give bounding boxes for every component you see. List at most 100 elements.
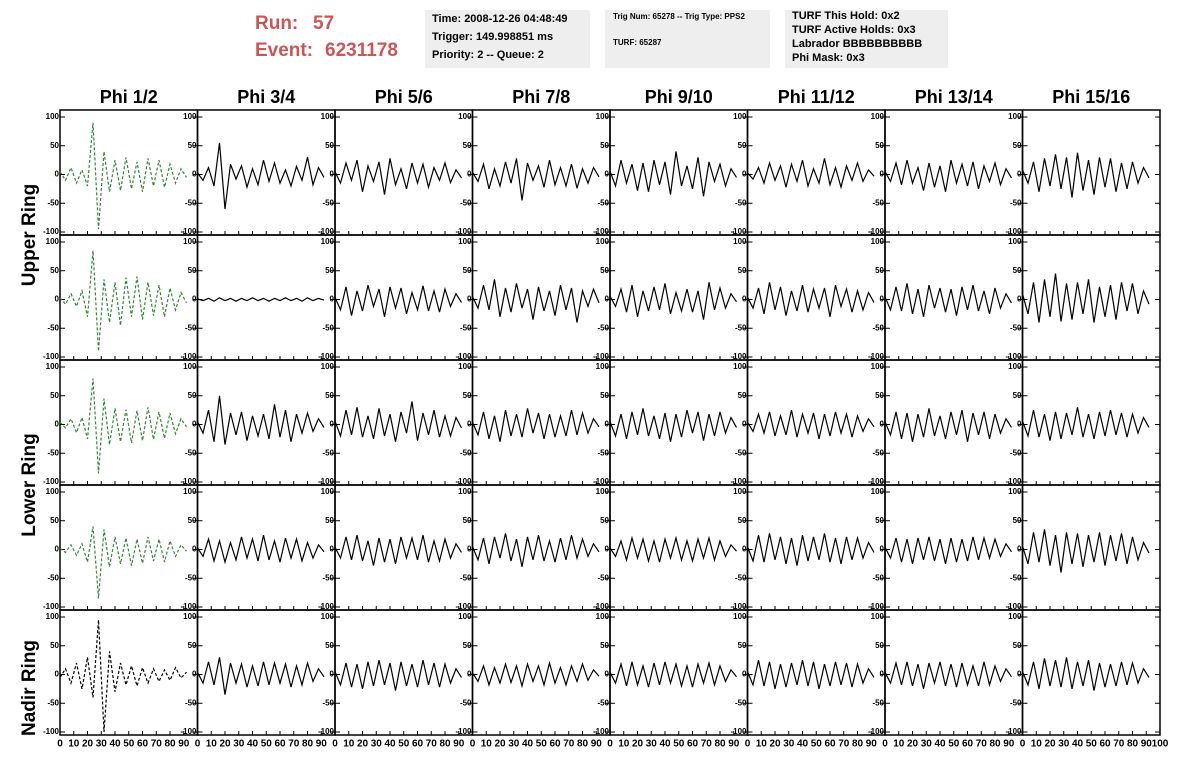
y-tick-label: -100: [1005, 477, 1022, 486]
waveform: [471, 533, 600, 567]
x-tick-label: 70: [288, 739, 300, 750]
waveform: [747, 158, 875, 190]
x-tick-label: 90: [316, 739, 328, 750]
panel-frame: [334, 109, 474, 236]
y-tick-label: -50: [1010, 448, 1022, 457]
y-tick-label: 50: [738, 391, 747, 400]
panel-frame: [196, 234, 336, 361]
x-tick-label: 70: [563, 739, 575, 750]
y-tick-label: 100: [183, 487, 197, 496]
y-tick-label: 100: [458, 237, 472, 246]
y-tick-label: 100: [733, 237, 747, 246]
x-tick-label: 50: [123, 739, 135, 750]
y-tick-label: 0: [55, 170, 60, 179]
y-tick-label: 100: [183, 112, 197, 121]
y-tick-label: -100: [318, 352, 335, 361]
y-tick-label: 0: [880, 295, 885, 304]
y-tick-label: 100: [458, 612, 472, 621]
y-tick-label: 100: [596, 112, 610, 121]
y-tick-label: 100: [733, 612, 747, 621]
x-tick-label: 50: [948, 739, 960, 750]
x-tick-label: 40: [659, 739, 671, 750]
waveform: [59, 378, 187, 474]
y-tick-label: 0: [192, 170, 197, 179]
waveform: [59, 526, 187, 599]
y-tick-label: -50: [47, 698, 59, 707]
y-tick-label: -50: [872, 573, 884, 582]
y-tick-label: -100: [455, 602, 472, 611]
y-tick-label: 50: [188, 266, 197, 275]
info-text: TURF: 65287: [613, 38, 662, 47]
x-tick-label: 90: [728, 739, 740, 750]
y-tick-label: -100: [180, 602, 197, 611]
x-tick-label: 30: [508, 739, 520, 750]
y-tick-label: -100: [455, 227, 472, 236]
y-tick-label: 0: [1017, 420, 1022, 429]
x-tick-label: 20: [769, 739, 781, 750]
y-tick-label: -100: [1005, 352, 1022, 361]
x-tick-label: 10: [756, 739, 768, 750]
y-tick-label: 0: [467, 545, 472, 554]
x-tick-label: 10: [1031, 739, 1043, 750]
x-tick-label: 90: [1141, 739, 1153, 750]
panel-frame: [746, 109, 886, 236]
y-tick-label: -100: [593, 352, 610, 361]
y-tick-label: -50: [597, 448, 609, 457]
y-tick-label: -100: [593, 477, 610, 486]
y-tick-label: 0: [605, 170, 610, 179]
y-tick-label: 0: [467, 670, 472, 679]
y-tick-label: 100: [46, 612, 60, 621]
x-tick-label: 60: [549, 739, 561, 750]
panel-frame: [1021, 109, 1161, 236]
y-tick-label: 0: [55, 545, 60, 554]
y-tick-label: 100: [321, 112, 335, 121]
y-tick-label: 0: [1017, 545, 1022, 554]
waveform: [197, 142, 325, 210]
x-tick-label: 90: [866, 739, 878, 750]
y-tick-label: 50: [875, 391, 884, 400]
y-tick-label: -50: [597, 323, 609, 332]
y-tick-label: 50: [463, 266, 472, 275]
waveform: [196, 657, 325, 695]
y-tick-label: 0: [330, 670, 335, 679]
y-tick-label: 0: [605, 545, 610, 554]
x-tick-label: 40: [522, 739, 534, 750]
y-tick-label: 50: [463, 641, 472, 650]
y-tick-label: -50: [322, 573, 334, 582]
x-tick-label: 40: [384, 739, 396, 750]
y-tick-label: -50: [872, 698, 884, 707]
waveform: [746, 282, 875, 317]
y-tick-label: -50: [185, 198, 197, 207]
x-tick-label: 20: [494, 739, 506, 750]
y-tick-label: -100: [593, 227, 610, 236]
x-tick-label: 20: [219, 739, 231, 750]
y-tick-label: 50: [1013, 266, 1022, 275]
y-tick-label: -50: [322, 198, 334, 207]
y-tick-label: -50: [597, 573, 609, 582]
y-tick-label: 100: [183, 237, 197, 246]
y-tick-label: 0: [55, 295, 60, 304]
y-tick-label: 0: [192, 295, 197, 304]
x-tick-label: 80: [1127, 739, 1139, 750]
row-label: Lower Ring: [19, 433, 40, 536]
waveform: [334, 158, 462, 195]
info-text: Time: 2008-12-26 04:48:49: [432, 13, 568, 25]
x-tick-label: 30: [233, 739, 245, 750]
waveform: [609, 408, 738, 442]
waveform: [334, 659, 463, 691]
y-tick-label: 100: [871, 112, 885, 121]
y-tick-label: -100: [180, 227, 197, 236]
y-tick-label: 0: [55, 420, 60, 429]
y-tick-label: 50: [738, 641, 747, 650]
panel-frame: [196, 359, 336, 486]
run-label: Run:: [255, 13, 298, 34]
column-header: Phi 1/2: [100, 87, 158, 107]
x-tick-label: 80: [164, 739, 176, 750]
y-tick-label: 100: [1008, 487, 1022, 496]
x-tick-label: 20: [357, 739, 369, 750]
y-tick-label: 100: [596, 612, 610, 621]
y-tick-label: 0: [330, 295, 335, 304]
y-tick-label: -50: [185, 323, 197, 332]
y-tick-label: -100: [43, 227, 60, 236]
